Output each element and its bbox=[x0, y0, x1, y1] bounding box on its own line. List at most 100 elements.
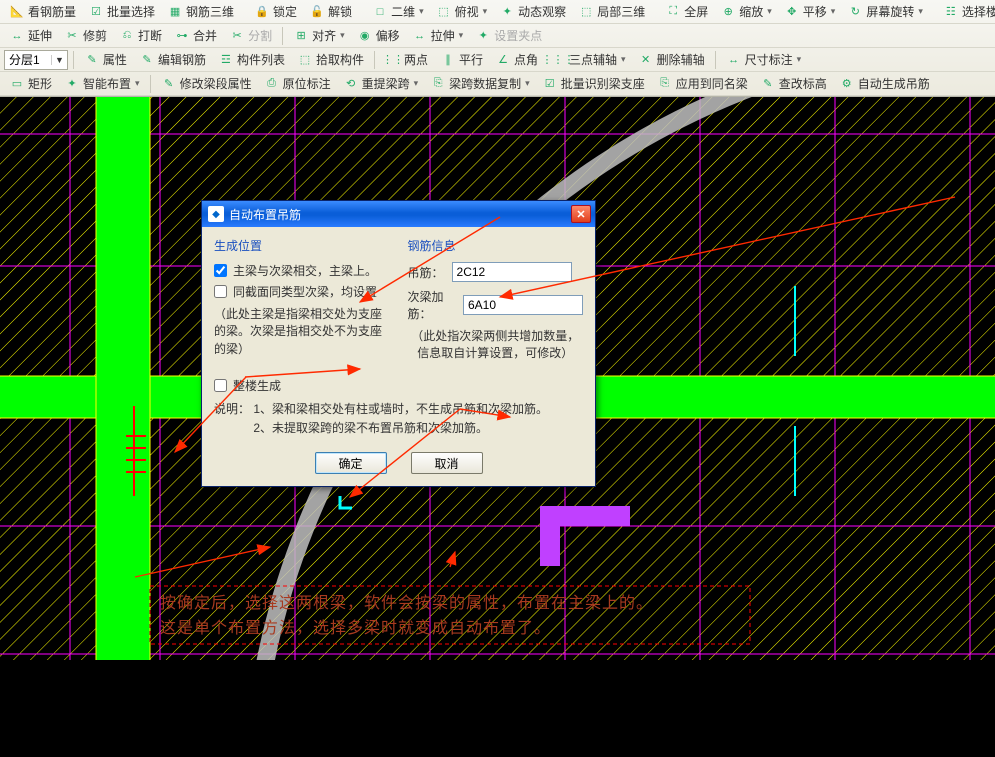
toolbar-label: 延伸 bbox=[28, 27, 52, 44]
toolbar-俯视[interactable]: ⬚俯视▾ bbox=[431, 0, 493, 23]
chevron-down-icon[interactable]: ▼ bbox=[51, 55, 67, 65]
chevron-down-icon[interactable]: ▾ bbox=[524, 78, 530, 89]
toolbar-两点[interactable]: ⋮⋮两点 bbox=[380, 48, 433, 71]
动态观察-icon: ✦ bbox=[499, 4, 515, 20]
toolbar-平行[interactable]: ∥平行 bbox=[435, 48, 488, 71]
secondary-rebar-input[interactable] bbox=[463, 295, 583, 315]
separator bbox=[73, 51, 74, 69]
toolbar-label: 自动生成吊筋 bbox=[858, 75, 930, 92]
俯视-icon: ⬚ bbox=[436, 4, 452, 20]
toolbar-原位标注[interactable]: ⎙原位标注 bbox=[259, 72, 336, 95]
toolbar-编辑钢筋[interactable]: ✎编辑钢筋 bbox=[134, 48, 211, 71]
toolbar-label: 平移 bbox=[803, 3, 827, 20]
toolbar-分割[interactable]: ✂分割 bbox=[224, 24, 277, 47]
chevron-down-icon[interactable]: ▾ bbox=[458, 30, 464, 41]
toolbar-row-3: ▼ ✎属性✎编辑钢筋☲构件列表⬚拾取构件 ⋮⋮两点∥平行∠点角⋮⋮⋮三点辅轴▾✕删… bbox=[0, 48, 995, 72]
chk-main-secondary[interactable]: 主梁与次梁相交，主梁上。 bbox=[214, 262, 390, 279]
chk-whole-building[interactable]: 整楼生成 bbox=[214, 377, 583, 394]
toolbar-批量识别梁支座[interactable]: ☑批量识别梁支座 bbox=[537, 72, 650, 95]
chevron-down-icon[interactable]: ▾ bbox=[339, 30, 345, 41]
toolbar-label: 删除辅轴 bbox=[657, 51, 705, 68]
toolbar-属性[interactable]: ✎属性 bbox=[79, 48, 132, 71]
toolbar-应用到同名梁[interactable]: ⎘应用到同名梁 bbox=[652, 72, 753, 95]
toolbar-合并[interactable]: ⊶合并 bbox=[169, 24, 222, 47]
chevron-down-icon[interactable]: ▾ bbox=[418, 6, 424, 17]
toolbar-label: 编辑钢筋 bbox=[158, 51, 206, 68]
stirrup-input[interactable] bbox=[452, 262, 572, 282]
toolbar-选择楼层[interactable]: ☷选择楼层 bbox=[938, 0, 995, 23]
toolbar-对齐[interactable]: ⊞对齐▾ bbox=[288, 24, 350, 47]
toolbar-解锁[interactable]: 🔓解锁 bbox=[304, 0, 357, 23]
cancel-button[interactable]: 取消 bbox=[411, 452, 483, 474]
chevron-down-icon[interactable]: ▾ bbox=[917, 6, 923, 17]
toolbar-label: 应用到同名梁 bbox=[676, 75, 748, 92]
chevron-down-icon[interactable]: ▾ bbox=[482, 6, 488, 17]
toolbar-偏移[interactable]: ◉偏移 bbox=[352, 24, 405, 47]
toolbar-二维[interactable]: □二维▾ bbox=[367, 0, 429, 23]
chevron-down-icon[interactable]: ▾ bbox=[134, 78, 140, 89]
toolbar-打断[interactable]: ⎌打断 bbox=[114, 24, 167, 47]
chk-main-secondary-input[interactable] bbox=[214, 264, 227, 277]
toolbar-重提梁跨[interactable]: ⟲重提梁跨▾ bbox=[338, 72, 424, 95]
toolbar-label: 钢筋三维 bbox=[186, 3, 234, 20]
chevron-down-icon[interactable]: ▾ bbox=[620, 54, 626, 65]
toolbar-缩放[interactable]: ⊕缩放▾ bbox=[715, 0, 777, 23]
toolbar-锁定[interactable]: 🔒锁定 bbox=[249, 0, 302, 23]
chevron-down-icon[interactable]: ▾ bbox=[413, 78, 419, 89]
toolbar-全屏[interactable]: ⛶全屏 bbox=[660, 0, 713, 23]
toolbar-动态观察[interactable]: ✦动态观察 bbox=[494, 0, 571, 23]
auto-stirrup-dialog: ◆ 自动布置吊筋 ✕ 生成位置 主梁与次梁相交，主梁上。 同截面同类型次梁，均设… bbox=[201, 200, 596, 487]
toolbar-智能布置[interactable]: ✦智能布置▾ bbox=[59, 72, 145, 95]
toolbar-三点辅轴[interactable]: ⋮⋮⋮三点辅轴▾ bbox=[545, 48, 631, 71]
chk-main-secondary-label: 主梁与次梁相交，主梁上。 bbox=[233, 262, 377, 279]
ok-button[interactable]: 确定 bbox=[315, 452, 387, 474]
chk-same-section[interactable]: 同截面同类型次梁，均设置 bbox=[214, 283, 390, 300]
toolbar-label: 局部三维 bbox=[597, 3, 645, 20]
chevron-down-icon[interactable]: ▾ bbox=[766, 6, 772, 17]
chevron-down-icon[interactable]: ▾ bbox=[796, 54, 802, 65]
layer-combo[interactable]: ▼ bbox=[4, 50, 68, 70]
toolbar-自动生成吊筋[interactable]: ⚙自动生成吊筋 bbox=[834, 72, 935, 95]
toolbar-矩形[interactable]: ▭矩形 bbox=[4, 72, 57, 95]
toolbar-label: 拾取构件 bbox=[316, 51, 364, 68]
toolbar-平移[interactable]: ✥平移▾ bbox=[779, 0, 841, 23]
toolbar-label: 分割 bbox=[248, 27, 272, 44]
chk-same-section-input[interactable] bbox=[214, 285, 227, 298]
toolbar-修剪[interactable]: ✂修剪 bbox=[59, 24, 112, 47]
toolbar-局部三维[interactable]: ⬚局部三维 bbox=[573, 0, 650, 23]
toolbar-查改标高[interactable]: ✎查改标高 bbox=[755, 72, 832, 95]
toolbar-屏幕旋转[interactable]: ↻屏幕旋转▾ bbox=[842, 0, 928, 23]
toolbar-构件列表[interactable]: ☲构件列表 bbox=[213, 48, 290, 71]
重提梁跨-icon: ⟲ bbox=[343, 76, 359, 92]
自动生成吊筋-icon: ⚙ bbox=[839, 76, 855, 92]
toolbar-删除辅轴[interactable]: ✕删除辅轴 bbox=[633, 48, 710, 71]
chk-whole-building-input[interactable] bbox=[214, 379, 227, 392]
两点-icon: ⋮⋮ bbox=[385, 52, 401, 68]
点角-icon: ∠ bbox=[495, 52, 511, 68]
选择楼层-icon: ☷ bbox=[943, 4, 959, 20]
toolbar-梁跨数据复制[interactable]: ⎘梁跨数据复制▾ bbox=[425, 72, 535, 95]
toolbar-延伸[interactable]: ↔延伸 bbox=[4, 24, 57, 47]
annotation-text-2: 这是单个布置方法，选择多梁时就变成自动布置了。 bbox=[160, 616, 653, 642]
toolbar-label: 平行 bbox=[459, 51, 483, 68]
toolbar-看钢筋量[interactable]: 📐看钢筋量 bbox=[4, 0, 81, 23]
toolbar-label: 梁跨数据复制 bbox=[449, 75, 521, 92]
toolbar-拉伸[interactable]: ↔拉伸▾ bbox=[407, 24, 469, 47]
toolbar-修改梁段属性[interactable]: ✎修改梁段属性 bbox=[156, 72, 257, 95]
dialog-title: 自动布置吊筋 bbox=[229, 206, 301, 223]
toolbar-批量选择[interactable]: ☑批量选择 bbox=[83, 0, 160, 23]
chevron-down-icon[interactable]: ▾ bbox=[830, 6, 836, 17]
尺寸标注-icon: ↔ bbox=[726, 52, 742, 68]
layer-combo-input[interactable] bbox=[5, 53, 51, 67]
dialog-titlebar[interactable]: ◆ 自动布置吊筋 ✕ bbox=[202, 201, 595, 227]
查改标高-icon: ✎ bbox=[760, 76, 776, 92]
toolbar-钢筋三维[interactable]: ▦钢筋三维 bbox=[162, 0, 239, 23]
toolbar-label: 全屏 bbox=[684, 3, 708, 20]
toolbar-尺寸标注[interactable]: ↔尺寸标注▾ bbox=[721, 48, 807, 71]
toolbar-点角[interactable]: ∠点角 bbox=[490, 48, 543, 71]
梁跨数据复制-icon: ⎘ bbox=[430, 76, 446, 92]
toolbar-设置夹点[interactable]: ✦设置夹点 bbox=[470, 24, 547, 47]
toolbar-拾取构件[interactable]: ⬚拾取构件 bbox=[292, 48, 369, 71]
explain-2: 2、未提取梁跨的梁不布置吊筋和次梁加筋。 bbox=[253, 421, 488, 435]
close-icon[interactable]: ✕ bbox=[571, 205, 591, 223]
